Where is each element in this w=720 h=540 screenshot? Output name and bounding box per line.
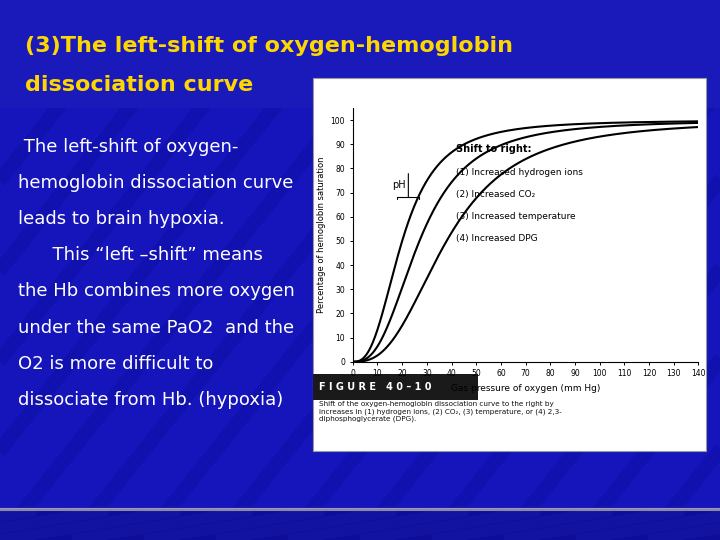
Text: F I G U R E   4 0 – 1 0: F I G U R E 4 0 – 1 0 xyxy=(319,382,431,392)
Text: pH: pH xyxy=(392,180,406,190)
Bar xyxy=(0,510,720,540)
Bar xyxy=(313,374,478,400)
Text: under the same PaO2  and the: under the same PaO2 and the xyxy=(18,319,294,336)
Text: (4) Increased DPG: (4) Increased DPG xyxy=(456,234,538,242)
Text: The left-shift of oxygen-: The left-shift of oxygen- xyxy=(18,138,238,156)
Text: This “left –shift” means: This “left –shift” means xyxy=(18,246,263,264)
Text: (3) Increased temperature: (3) Increased temperature xyxy=(456,212,576,221)
Text: dissociation curve: dissociation curve xyxy=(25,75,253,95)
Text: hemoglobin dissociation curve: hemoglobin dissociation curve xyxy=(18,174,293,192)
Text: Shift to right:: Shift to right: xyxy=(456,144,532,154)
Text: Shift of the oxygen-hemoglobin dissociation curve to the right by
increases in (: Shift of the oxygen-hemoglobin dissociat… xyxy=(319,401,562,422)
Bar xyxy=(313,78,706,451)
Text: O2 is more difficult to: O2 is more difficult to xyxy=(18,355,213,373)
Text: (1) Increased hydrogen ions: (1) Increased hydrogen ions xyxy=(456,168,583,178)
Text: dissociate from Hb. (hypoxia): dissociate from Hb. (hypoxia) xyxy=(18,391,283,409)
Text: (3)The left-shift of oxygen-hemoglobin: (3)The left-shift of oxygen-hemoglobin xyxy=(25,36,513,56)
Y-axis label: Percentage of hemoglobin saturation: Percentage of hemoglobin saturation xyxy=(318,157,326,313)
Text: leads to brain hypoxia.: leads to brain hypoxia. xyxy=(18,210,225,228)
Text: (2) Increased CO₂: (2) Increased CO₂ xyxy=(456,190,536,199)
Bar xyxy=(0,0,720,108)
X-axis label: Gas pressure of oxygen (mm Hg): Gas pressure of oxygen (mm Hg) xyxy=(451,384,600,393)
Text: the Hb combines more oxygen: the Hb combines more oxygen xyxy=(18,282,294,300)
